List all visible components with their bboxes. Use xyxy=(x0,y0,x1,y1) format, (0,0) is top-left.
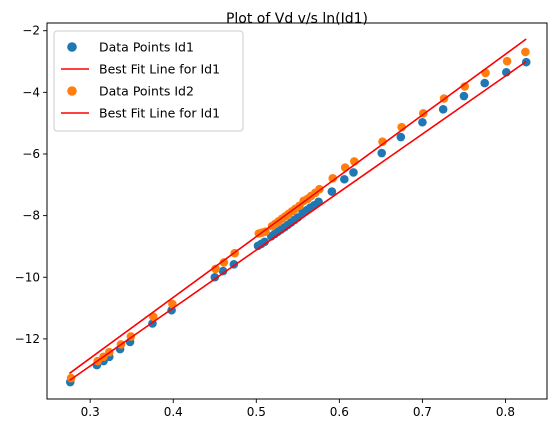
legend-label: Data Points Id1 xyxy=(99,40,194,55)
data-point xyxy=(261,227,270,236)
data-point xyxy=(219,258,229,267)
data-point xyxy=(349,168,358,177)
x-tick-label: 0.5 xyxy=(247,405,266,419)
y-tick-label: −2 xyxy=(22,24,40,38)
plot-frame xyxy=(46,22,548,400)
data-point xyxy=(502,56,512,66)
data-point xyxy=(377,148,387,158)
data-point xyxy=(521,47,530,57)
data-point xyxy=(378,137,387,146)
data-point xyxy=(260,237,269,247)
data-point xyxy=(340,163,350,172)
data-point xyxy=(459,91,469,101)
data-point xyxy=(460,82,470,91)
data-point xyxy=(211,264,220,274)
data-point xyxy=(418,117,427,127)
legend-label: Best Fit Line for Id1 xyxy=(99,106,220,121)
data-point xyxy=(218,266,228,276)
data-point xyxy=(480,78,490,88)
x-tick-label: 0.7 xyxy=(413,405,432,419)
legend-marker xyxy=(67,86,77,96)
data-point xyxy=(340,174,349,184)
data-point xyxy=(481,68,490,78)
data-point xyxy=(210,272,220,282)
best-fit-line xyxy=(68,38,527,375)
data-point xyxy=(66,373,76,383)
data-point xyxy=(396,132,406,142)
y-tick-label: −10 xyxy=(15,270,40,284)
data-point xyxy=(327,187,337,196)
y-tick-label: −8 xyxy=(22,209,40,223)
legend-box xyxy=(53,30,244,132)
y-tick-label: −4 xyxy=(22,85,40,99)
chart-title: Plot of Vd v/s ln(Id1) xyxy=(226,11,368,27)
y-axis: −12 −10 −8 −6 −4 −2 xyxy=(15,24,47,346)
data-point xyxy=(328,174,338,183)
best-fit-line xyxy=(68,60,527,382)
legend-label: Data Points Id2 xyxy=(99,84,194,99)
data-point xyxy=(438,104,448,114)
legend: Data Points Id1 Best Fit Line for Id1 Data… xyxy=(53,30,244,132)
x-tick-label: 0.3 xyxy=(81,405,100,419)
x-tick-label: 0.4 xyxy=(164,405,183,419)
x-tick-label: 0.8 xyxy=(496,405,515,419)
y-tick-label: −6 xyxy=(22,147,40,161)
plot-area xyxy=(65,38,531,387)
x-tick-label: 0.6 xyxy=(330,405,349,419)
legend-marker xyxy=(67,42,77,52)
legend-label: Best Fit Line for Id1 xyxy=(99,62,220,77)
x-axis: 0.3 0.4 0.5 0.6 0.7 0.8 xyxy=(81,399,515,419)
data-point xyxy=(314,197,323,207)
y-tick-label: −12 xyxy=(15,332,40,346)
